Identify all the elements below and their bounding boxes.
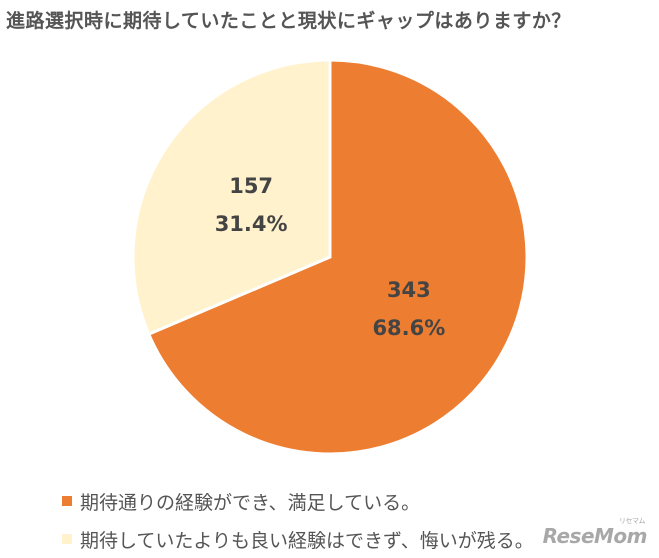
- pie-slice-regret: [131, 58, 332, 337]
- legend-label-regret: 期待していたよりも良い経験はできず、悔いが残る。: [80, 529, 534, 552]
- watermark-subtext: リセマム: [619, 517, 646, 525]
- chart-title: 進路選択時に期待していたことと現状にギャップはありますか？: [6, 10, 571, 32]
- pie-slice-satisfied: [146, 58, 529, 456]
- legend-item-regret: 期待していたよりも良い経験はできず、悔いが残る。: [62, 520, 534, 558]
- data-label-count-regret: 157: [229, 174, 273, 198]
- data-label-count-satisfied: 343: [387, 278, 431, 302]
- watermark-text: ReseMom: [542, 524, 648, 548]
- legend: 期待通りの経験ができ、満足している。 期待していたよりも良い経験はできず、悔いが…: [62, 482, 534, 558]
- data-label-percent-satisfied: 68.6%: [372, 316, 445, 340]
- legend-swatch-regret: [62, 534, 72, 544]
- legend-label-satisfied: 期待通りの経験ができ、満足している。: [80, 491, 421, 514]
- resemom-logo: ReseMom リセマム: [542, 517, 648, 548]
- legend-item-satisfied: 期待通りの経験ができ、満足している。: [62, 482, 534, 520]
- legend-swatch-satisfied: [62, 496, 72, 506]
- data-label-percent-regret: 31.4%: [215, 212, 288, 236]
